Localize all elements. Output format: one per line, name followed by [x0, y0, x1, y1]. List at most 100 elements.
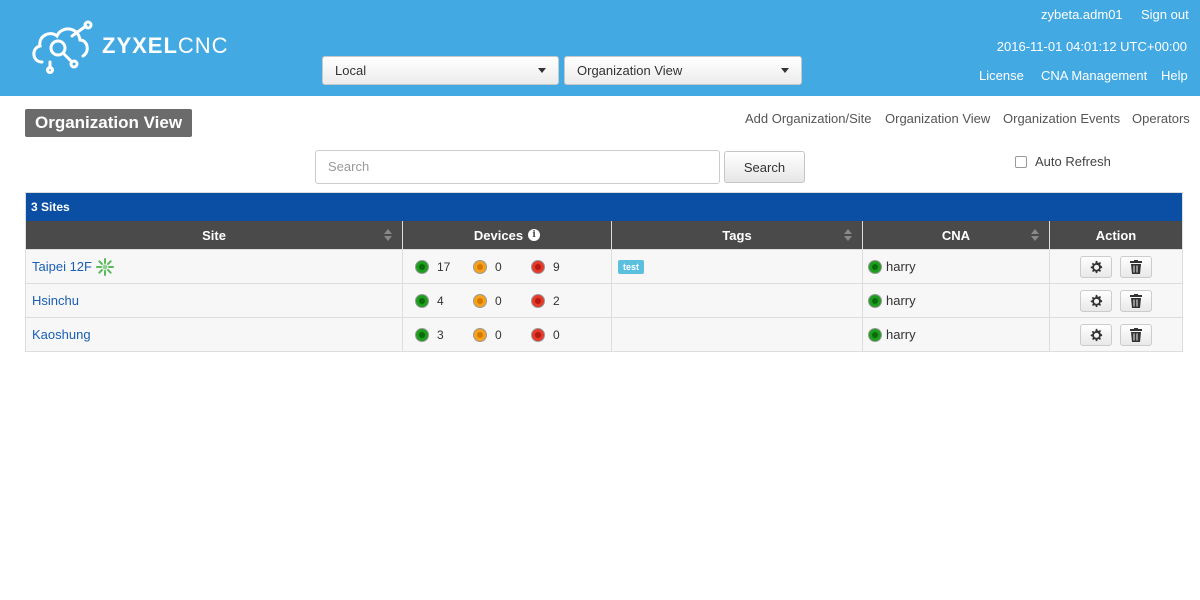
gear-icon [1090, 260, 1103, 273]
online-count[interactable]: 4 [437, 293, 444, 308]
warning-status-icon [473, 293, 487, 308]
devices-cell: 3 0 0 [403, 318, 612, 351]
trash-icon [1130, 293, 1142, 308]
settings-button[interactable] [1080, 255, 1112, 278]
auto-refresh-toggle[interactable]: Auto Refresh [1015, 154, 1111, 169]
page-title: Organization View [25, 109, 193, 137]
online-status-icon [415, 293, 429, 308]
logo-text: ZYXELCNC [102, 35, 229, 57]
cna-status-icon [868, 259, 882, 274]
column-header-site[interactable]: Site [26, 221, 403, 249]
site-select[interactable]: Local [322, 56, 559, 85]
search-input[interactable]: Search [315, 150, 720, 184]
current-datetime: 2016-11-01 04:01:12 UTC+00:00 [996, 39, 1187, 54]
warning-count[interactable]: 0 [495, 327, 502, 342]
table-header: Site Devices i Tags CNA Action [26, 221, 1182, 249]
gear-icon [1090, 294, 1103, 307]
sort-icon[interactable] [1031, 229, 1039, 241]
sort-icon[interactable] [844, 229, 852, 241]
delete-button[interactable] [1120, 289, 1152, 312]
site-link[interactable]: Taipei 12F [32, 259, 92, 274]
auto-refresh-checkbox[interactable] [1015, 155, 1027, 168]
table-row: Kaoshung 3 0 0 harry [26, 317, 1182, 351]
user-name-link[interactable]: zybeta.adm01 [1041, 7, 1123, 22]
column-label-devices: Devices [473, 227, 524, 243]
action-cell [1050, 318, 1182, 351]
search-button[interactable]: Search [724, 151, 805, 183]
site-badge-icon [95, 257, 114, 276]
cna-cell: harry [863, 284, 1050, 317]
online-status-icon [415, 327, 429, 342]
license-link[interactable]: License [979, 68, 1024, 83]
settings-button[interactable] [1080, 289, 1112, 312]
caret-down-icon [781, 68, 789, 73]
online-count[interactable]: 17 [437, 259, 451, 274]
tags-cell: test [612, 250, 863, 283]
warning-status-icon [473, 327, 487, 342]
site-select-value: Local [335, 63, 367, 78]
offline-status-icon [531, 259, 545, 274]
column-label-cna: CNA [941, 227, 971, 243]
cna-cell: harry [863, 318, 1050, 351]
site-link[interactable]: Hsinchu [32, 293, 79, 308]
zyxel-cnc-logo[interactable]: ZYXELCNC [28, 18, 229, 74]
warning-count[interactable]: 0 [495, 259, 502, 274]
column-header-action: Action [1050, 221, 1182, 249]
offline-status-icon [531, 293, 545, 308]
add-organization-site-link[interactable]: Add Organization/Site [745, 111, 872, 126]
action-cell [1050, 284, 1182, 317]
site-link[interactable]: Kaoshung [32, 327, 91, 342]
cna-status-icon [868, 327, 882, 342]
column-label-tags: Tags [722, 227, 752, 243]
delete-button[interactable] [1120, 255, 1152, 278]
online-status-icon [415, 259, 429, 274]
info-icon[interactable]: i [528, 229, 541, 241]
table-row: Taipei 12F 17 0 9 test harry [26, 249, 1182, 283]
auto-refresh-label: Auto Refresh [1035, 154, 1111, 169]
view-select-value: Organization View [577, 63, 683, 78]
cna-name: harry [886, 259, 916, 274]
sites-table: 3 Sites Site Devices i Tags CNA Action T… [25, 192, 1183, 352]
sites-count-caption: 3 Sites [26, 193, 1182, 221]
cloud-logo-icon [32, 20, 93, 74]
top-header: ZYXELCNC Local Organization View zybeta.… [0, 0, 1200, 96]
column-header-cna[interactable]: CNA [863, 221, 1050, 249]
sort-icon[interactable] [384, 229, 392, 241]
settings-button[interactable] [1080, 323, 1112, 346]
site-cell: Hsinchu [26, 284, 403, 317]
cna-management-link[interactable]: CNA Management [1041, 68, 1148, 83]
organization-events-link[interactable]: Organization Events [1003, 111, 1121, 126]
offline-count[interactable]: 0 [553, 327, 560, 342]
tags-cell [612, 284, 863, 317]
table-row: Hsinchu 4 0 2 harry [26, 283, 1182, 317]
cna-name: harry [886, 327, 916, 342]
cna-cell: harry [863, 250, 1050, 283]
devices-cell: 4 0 2 [403, 284, 612, 317]
offline-count[interactable]: 9 [553, 259, 560, 274]
site-cell: Taipei 12F [26, 250, 403, 283]
trash-icon [1130, 259, 1142, 274]
organization-view-link[interactable]: Organization View [885, 111, 991, 126]
online-count[interactable]: 3 [437, 327, 444, 342]
action-cell [1050, 250, 1182, 283]
help-link[interactable]: Help [1161, 68, 1188, 83]
site-cell: Kaoshung [26, 318, 403, 351]
operators-link[interactable]: Operators [1132, 111, 1190, 126]
column-header-tags[interactable]: Tags [612, 221, 863, 249]
view-select[interactable]: Organization View [564, 56, 802, 85]
warning-count[interactable]: 0 [495, 293, 502, 308]
cna-status-icon [868, 293, 882, 308]
column-header-devices: Devices i [403, 221, 612, 249]
gear-icon [1090, 328, 1103, 341]
sign-out-link[interactable]: Sign out [1141, 7, 1189, 22]
logo-brand-bold: ZYXEL [102, 33, 178, 58]
caret-down-icon [538, 68, 546, 73]
offline-count[interactable]: 2 [553, 293, 560, 308]
cna-name: harry [886, 293, 916, 308]
tags-cell [612, 318, 863, 351]
warning-status-icon [473, 259, 487, 274]
delete-button[interactable] [1120, 323, 1152, 346]
column-label-site: Site [202, 227, 226, 243]
trash-icon [1130, 327, 1142, 342]
tag-badge[interactable]: test [618, 259, 645, 274]
